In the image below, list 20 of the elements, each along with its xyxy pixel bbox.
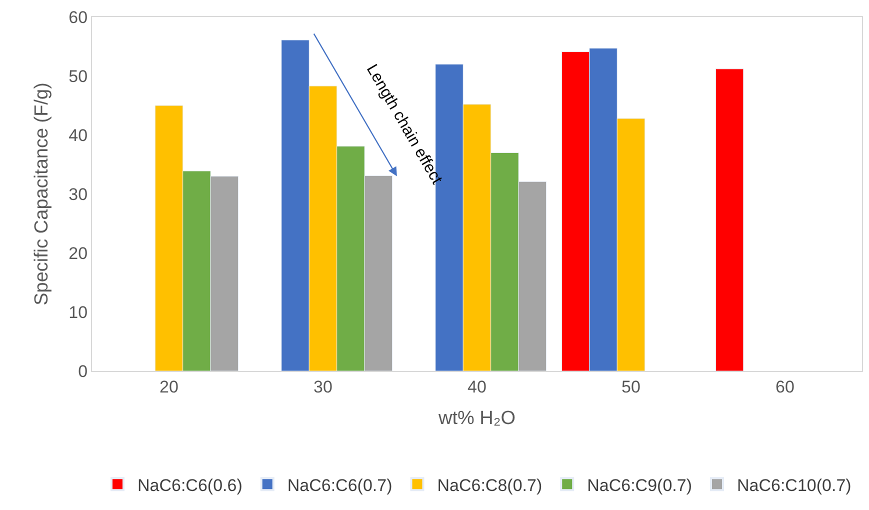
legend-label: NaC6:C10(0.7) [737,476,852,495]
bar [715,68,744,371]
x-tick-label: 40 [468,377,486,396]
legend-label: NaC6:C9(0.7) [587,476,692,495]
y-tick-label: 10 [68,302,88,322]
legend-label: NaC6:C6(0.7) [287,476,392,495]
y-tick-label: 20 [68,244,88,263]
x-axis-title: wt% H₂O [437,408,516,430]
y-tick-label: 30 [68,184,88,204]
y-tick-label: 0 [78,362,88,381]
x-tick-label: 20 [160,377,178,396]
x-tick-label: 60 [776,377,794,396]
x-tick-label: 30 [314,377,332,396]
y-tick-label: 50 [68,66,88,86]
y-tick-label: 40 [68,126,88,145]
legend-label: NaC6:C6(0.6) [138,476,242,495]
y-tick-label: 60 [68,8,88,27]
x-tick-label: 50 [622,377,640,396]
legend-label: NaC6:C8(0.7) [437,476,542,495]
y-axis-title: Specific Capacitance (F/g) [32,82,53,306]
